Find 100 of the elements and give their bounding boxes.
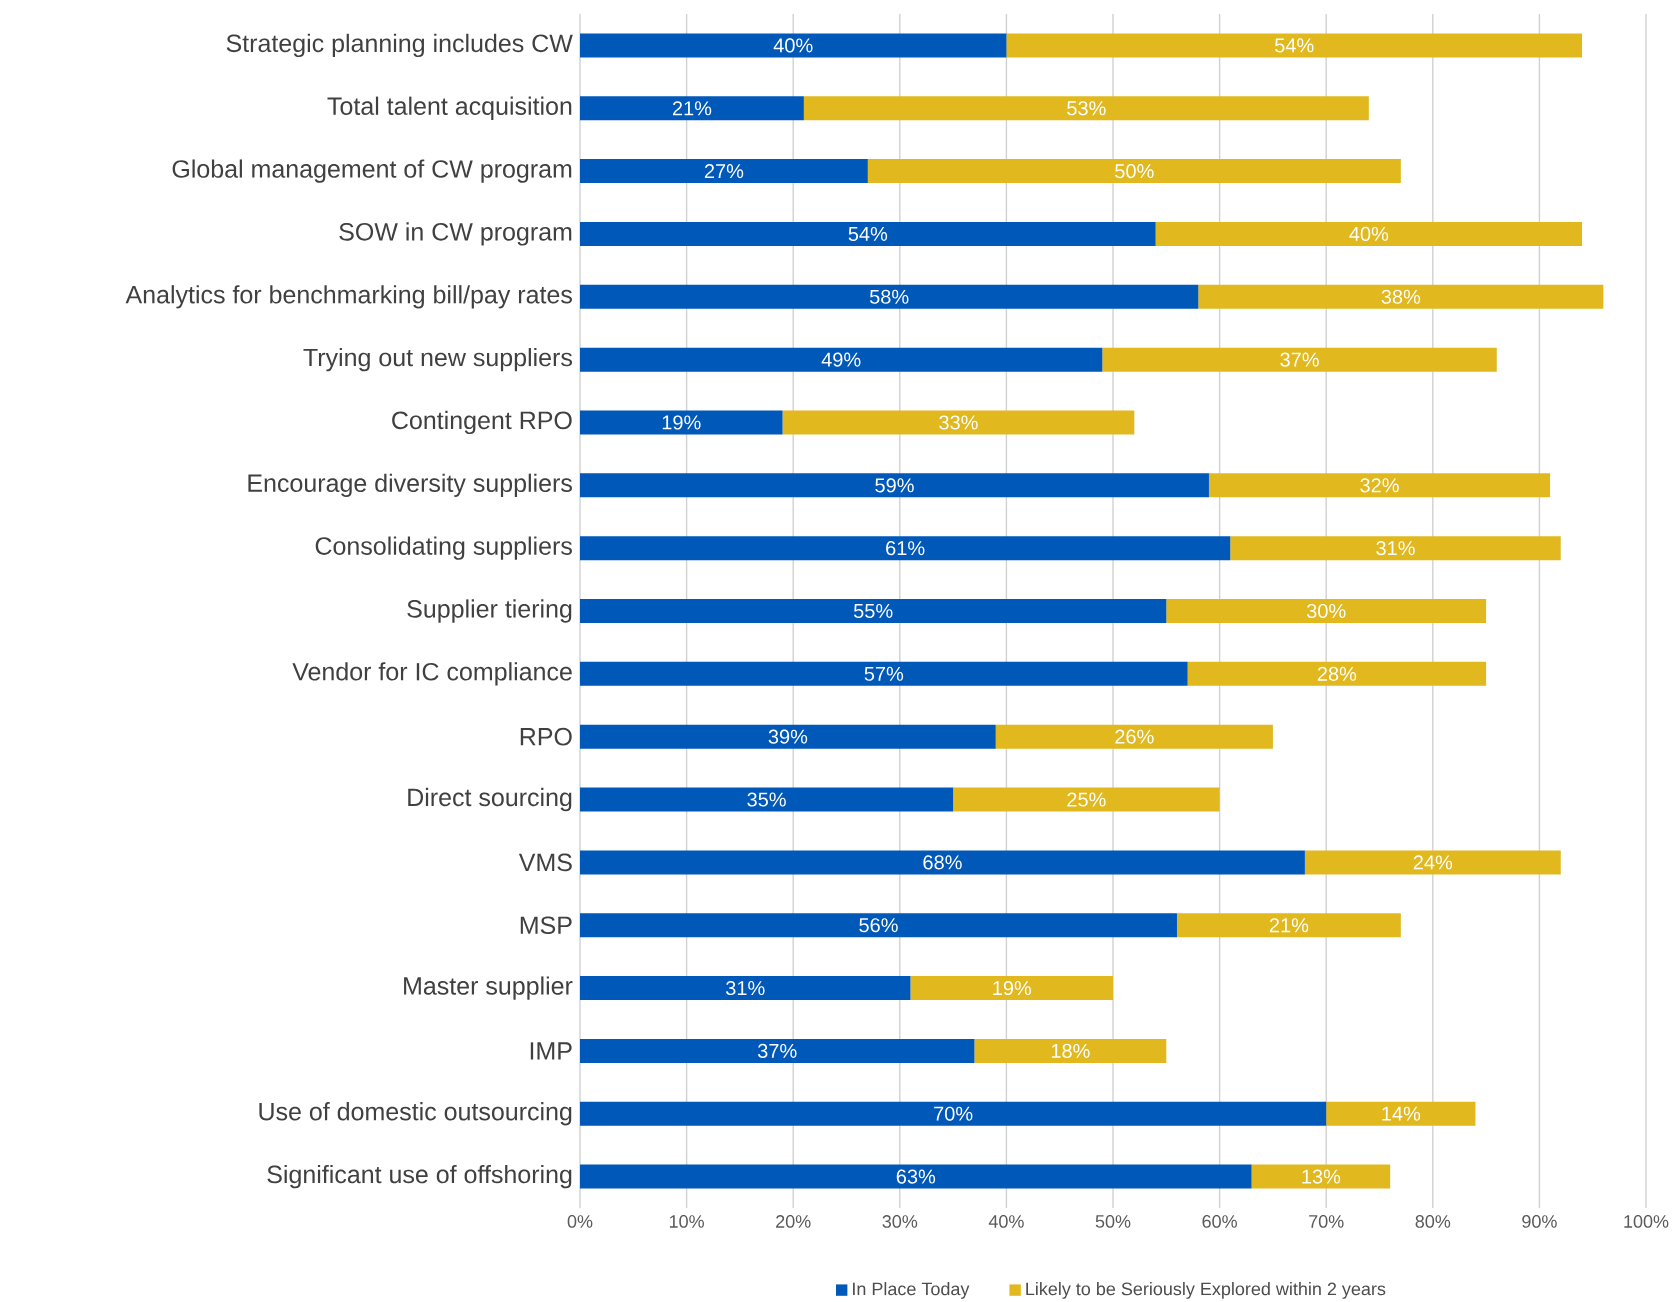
data-label: 49%: [821, 352, 861, 367]
legend-label: In Place Today: [853, 1282, 970, 1299]
bar: [580, 1038, 975, 1063]
data-label: 40%: [773, 38, 813, 53]
data-label: 68%: [923, 855, 962, 870]
data-label: 14%: [1382, 1106, 1421, 1121]
bar: [910, 976, 1114, 1001]
data-label: 61%: [886, 541, 925, 556]
x-tick-label: 0%: [567, 1215, 593, 1228]
x-tick-label: 70%: [1309, 1215, 1344, 1228]
bar: [867, 159, 1401, 184]
y-tick-label: Encourage diversity suppliers: [248, 473, 572, 497]
bar: [1006, 33, 1583, 58]
data-label: 31%: [725, 980, 765, 996]
bar: [803, 96, 1369, 121]
y-tick-label: Global management of CW program: [172, 159, 572, 183]
bar: [580, 536, 1231, 561]
x-tick-label: 80%: [1415, 1215, 1451, 1228]
bar: [580, 976, 911, 1001]
data-label: 57%: [864, 666, 904, 681]
bar: [580, 96, 804, 121]
bar: [580, 599, 1167, 624]
data-label: 37%: [1280, 352, 1319, 367]
data-label: 59%: [875, 478, 914, 493]
data-label: 25%: [1067, 792, 1106, 807]
bar: [580, 347, 1103, 372]
bar: [953, 787, 1220, 812]
bar: [974, 1038, 1167, 1063]
data-label: 37%: [757, 1043, 797, 1058]
bar: [580, 724, 996, 749]
data-label: 31%: [1376, 541, 1415, 556]
bar: [580, 159, 868, 184]
bar: [1251, 1164, 1391, 1189]
y-tick-label: Strategic planning includes CW: [226, 33, 573, 58]
y-tick-label: Consolidating suppliers: [315, 536, 572, 560]
data-label: 30%: [1306, 603, 1346, 619]
y-tick-label: RPO: [520, 727, 572, 746]
bar: [1187, 661, 1487, 686]
data-label: 24%: [1413, 855, 1453, 870]
bar: [580, 410, 783, 435]
bar: [580, 850, 1305, 875]
data-label: 19%: [662, 415, 701, 430]
data-label: 70%: [934, 1106, 973, 1121]
x-tick-label: 50%: [1095, 1215, 1131, 1228]
bar: [782, 410, 1135, 435]
data-label: 33%: [939, 415, 978, 430]
data-label: 19%: [993, 980, 1032, 996]
data-label: 13%: [1302, 1169, 1341, 1184]
data-label: 32%: [1360, 478, 1399, 493]
x-tick-label: 40%: [988, 1215, 1024, 1228]
data-label: 54%: [848, 226, 888, 241]
x-tick-label: 30%: [882, 1215, 918, 1228]
data-label: 40%: [1349, 226, 1389, 242]
bar: [1198, 284, 1604, 309]
bar: [995, 724, 1273, 749]
bar: [1166, 599, 1487, 624]
bar: [580, 913, 1177, 938]
data-label: 50%: [1115, 164, 1154, 179]
y-tick-label: IMP: [530, 1042, 572, 1060]
y-tick-label: Direct sourcing: [408, 787, 572, 812]
data-label: 28%: [1317, 666, 1357, 681]
data-label: 21%: [672, 101, 712, 116]
bar: [1208, 473, 1551, 498]
y-tick-label: Trying out new suppliers: [303, 347, 572, 372]
y-tick-label: Significant use of offshoring: [267, 1164, 572, 1189]
data-label: 53%: [1067, 101, 1106, 116]
bar: [1326, 1101, 1476, 1126]
y-tick-label: Use of domestic outsourcing: [259, 1102, 572, 1126]
data-label: 58%: [869, 289, 909, 304]
bar: [1102, 347, 1497, 372]
x-tick-label: 20%: [776, 1215, 811, 1228]
bar: [1155, 221, 1583, 246]
y-tick-label: Analytics for benchmarking bill/pay rates: [125, 285, 572, 309]
data-label: 39%: [768, 729, 808, 744]
y-tick-label: SOW in CW program: [339, 222, 572, 246]
y-tick-label: Contingent RPO: [392, 410, 572, 435]
y-tick-label: MSP: [520, 916, 572, 935]
bar: [1176, 913, 1401, 938]
y-tick-label: Total talent acquisition: [327, 96, 572, 120]
x-tick-label: 60%: [1202, 1215, 1237, 1228]
y-tick-label: Master supplier: [404, 976, 573, 1000]
y-tick-label: Vendor for IC compliance: [292, 662, 572, 686]
data-label: 63%: [896, 1169, 936, 1184]
bar: [580, 661, 1188, 686]
x-tick-label: 100%: [1624, 1215, 1669, 1228]
data-label: 35%: [747, 792, 786, 807]
legend-label: Likely to be Seriously Explored within 2 years: [1026, 1282, 1386, 1299]
bar: [580, 221, 1156, 246]
bar: [1230, 536, 1561, 561]
data-label: 54%: [1275, 38, 1314, 53]
data-label: 38%: [1381, 289, 1421, 304]
data-label: 55%: [853, 603, 893, 619]
bar: [580, 787, 954, 812]
y-tick-label: VMS: [518, 853, 572, 872]
bar: [580, 1101, 1327, 1126]
x-tick-label: 90%: [1522, 1215, 1557, 1228]
data-label: 26%: [1115, 729, 1154, 744]
data-label: 18%: [1051, 1043, 1090, 1058]
data-label: 56%: [859, 918, 898, 933]
x-tick-label: 10%: [669, 1215, 704, 1228]
